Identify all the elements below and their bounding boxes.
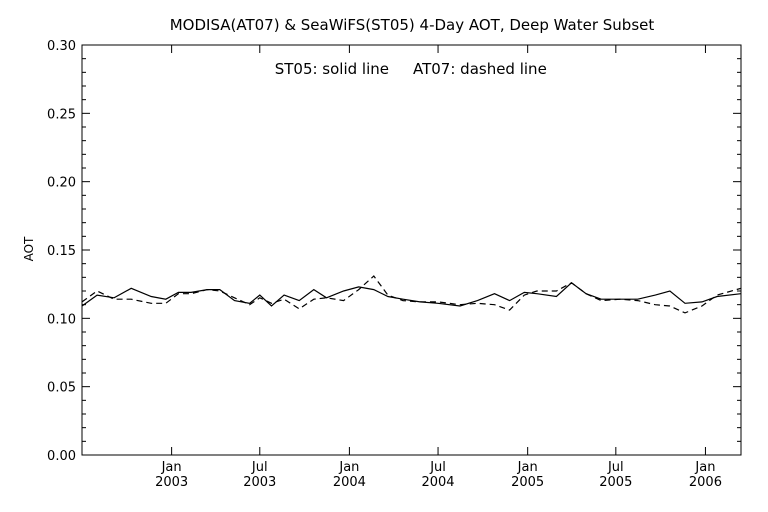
x-tick-label-month: Jan — [517, 460, 538, 475]
y-tick-label: 0.25 — [47, 107, 76, 122]
axes-layer: 0.000.050.100.150.200.250.30Jan2003Jul20… — [47, 39, 742, 490]
y-tick-label: 0.10 — [47, 312, 76, 327]
y-tick-label: 0.30 — [47, 39, 76, 54]
x-tick-label-month: Jul — [251, 460, 268, 475]
y-axis-label: AOT — [22, 236, 36, 261]
x-tick-label-month: Jan — [338, 460, 359, 475]
x-tick-label-year: 2004 — [333, 475, 366, 490]
chart-title: MODISA(AT07) & SeaWiFS(ST05) 4-Day AOT, … — [170, 16, 655, 34]
x-tick-label-month: Jul — [429, 460, 446, 475]
plot-frame — [81, 44, 742, 456]
x-tick-label-month: Jan — [161, 460, 182, 475]
x-tick-label-year: 2003 — [243, 475, 276, 490]
x-tick-label-month: Jan — [694, 460, 715, 475]
x-tick-label-year: 2004 — [421, 475, 454, 490]
series-line-at07 — [81, 275, 742, 314]
series-line-st05 — [81, 282, 742, 307]
annotation-dashed-line: AT07: dashed line — [413, 60, 547, 78]
x-tick-label-year: 2003 — [155, 475, 188, 490]
x-tick-label-month: Jul — [607, 460, 624, 475]
x-tick-label-year: 2006 — [689, 475, 722, 490]
y-tick-label: 0.15 — [47, 244, 76, 259]
y-tick-label: 0.00 — [47, 449, 76, 464]
y-tick-label: 0.20 — [47, 176, 76, 191]
series-layer — [81, 275, 742, 314]
annotation-solid-line: ST05: solid line — [275, 60, 389, 78]
y-tick-label: 0.05 — [47, 381, 76, 396]
x-tick-label-year: 2005 — [511, 475, 544, 490]
x-tick-label-year: 2005 — [599, 475, 632, 490]
